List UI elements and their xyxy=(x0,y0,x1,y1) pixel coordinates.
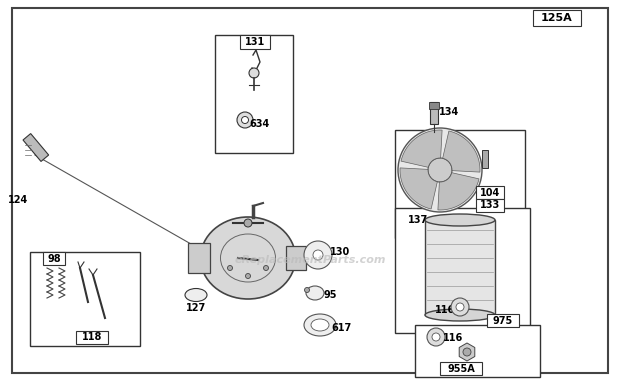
Ellipse shape xyxy=(304,314,336,336)
Circle shape xyxy=(427,328,445,346)
Polygon shape xyxy=(400,168,437,209)
Circle shape xyxy=(242,117,249,123)
Ellipse shape xyxy=(425,309,495,321)
Text: 131: 131 xyxy=(245,37,265,47)
Text: eReplacementParts.com: eReplacementParts.com xyxy=(234,255,386,265)
Bar xyxy=(395,130,525,238)
Bar xyxy=(425,220,495,315)
Bar xyxy=(440,362,482,375)
Text: 125A: 125A xyxy=(541,13,573,23)
Bar xyxy=(392,100,574,372)
Circle shape xyxy=(264,265,268,270)
Bar xyxy=(533,10,581,26)
Text: 617: 617 xyxy=(332,323,352,333)
Ellipse shape xyxy=(306,286,324,300)
Text: 95: 95 xyxy=(323,290,337,300)
Bar xyxy=(395,208,530,333)
Bar xyxy=(429,102,439,109)
Bar xyxy=(482,150,488,168)
Bar xyxy=(487,314,519,327)
Bar xyxy=(188,243,210,273)
Bar xyxy=(152,30,387,348)
Polygon shape xyxy=(438,173,479,210)
Bar xyxy=(23,134,48,162)
Circle shape xyxy=(244,219,252,227)
Bar xyxy=(476,199,504,212)
Text: 137: 137 xyxy=(408,215,428,225)
Circle shape xyxy=(249,68,259,78)
Ellipse shape xyxy=(425,214,495,226)
Circle shape xyxy=(451,298,469,316)
Text: 118: 118 xyxy=(82,332,102,343)
Circle shape xyxy=(313,250,323,260)
Circle shape xyxy=(463,348,471,356)
Ellipse shape xyxy=(311,319,329,331)
Circle shape xyxy=(237,112,253,128)
Bar xyxy=(30,252,140,346)
Text: 127: 127 xyxy=(186,303,206,313)
Circle shape xyxy=(246,274,250,278)
Polygon shape xyxy=(459,343,475,361)
Bar xyxy=(76,331,108,344)
Circle shape xyxy=(432,333,440,341)
Text: 116: 116 xyxy=(435,305,455,315)
Bar xyxy=(240,35,270,49)
Circle shape xyxy=(456,303,464,311)
Circle shape xyxy=(428,158,452,182)
Bar xyxy=(215,35,293,153)
Ellipse shape xyxy=(200,217,296,299)
Text: 634: 634 xyxy=(250,119,270,129)
Text: 130: 130 xyxy=(330,247,350,257)
Bar xyxy=(43,252,65,265)
Circle shape xyxy=(304,241,332,269)
Ellipse shape xyxy=(185,288,207,301)
Polygon shape xyxy=(401,130,442,167)
Circle shape xyxy=(304,288,309,293)
Bar xyxy=(476,186,504,199)
Polygon shape xyxy=(443,131,480,172)
Text: 975: 975 xyxy=(493,316,513,325)
Bar xyxy=(415,325,540,377)
Text: 98: 98 xyxy=(47,254,61,264)
Text: 116: 116 xyxy=(443,333,463,343)
Text: 955A: 955A xyxy=(447,364,475,374)
Bar xyxy=(286,246,306,270)
Circle shape xyxy=(228,265,232,270)
Text: 133: 133 xyxy=(480,201,500,210)
Text: 104: 104 xyxy=(480,188,500,197)
Text: 124: 124 xyxy=(8,195,28,205)
Circle shape xyxy=(398,128,482,212)
Text: 134: 134 xyxy=(439,107,459,117)
Bar xyxy=(430,102,438,124)
